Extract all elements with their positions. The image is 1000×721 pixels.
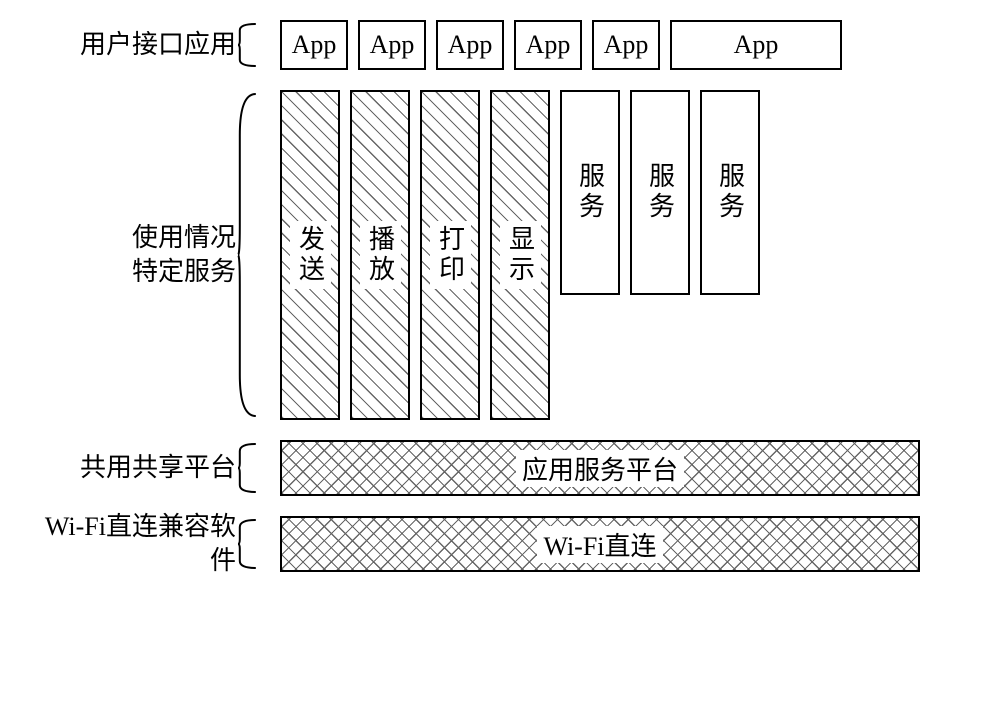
layer-label-text-services: 使用情况 特定服务: [132, 221, 236, 289]
layer-label-platform: 共用共享平台: [20, 440, 280, 496]
brace-services: [236, 90, 272, 420]
layer-label-text-platform: 共用共享平台: [80, 451, 236, 485]
brace-apps: [236, 20, 272, 70]
box-label-apps-0: App: [286, 30, 343, 60]
brace-wifi: [236, 516, 272, 572]
box-services-2: 打印: [420, 90, 480, 420]
box-label-services-4: 服务: [570, 158, 611, 226]
box-label-services-1: 播放: [360, 221, 401, 289]
box-label-platform-0: 应用服务平台: [516, 450, 684, 487]
box-platform-0: 应用服务平台: [280, 440, 920, 496]
box-label-services-6: 服务: [710, 158, 751, 226]
box-label-services-0: 发送: [290, 221, 331, 289]
layer-label-text-wifi: Wi-Fi直连兼容软件: [20, 510, 236, 578]
layer-content-apps: App App App App App App: [280, 20, 980, 70]
box-label-apps-2: App: [442, 30, 499, 60]
box-apps-4: App: [592, 20, 660, 70]
layer-label-text-apps: 用户接口应用: [80, 28, 236, 62]
layer-label-wifi: Wi-Fi直连兼容软件: [20, 516, 280, 572]
box-label-services-3: 显示: [500, 221, 541, 289]
brace-platform: [236, 440, 272, 496]
layer-label-services: 使用情况 特定服务: [20, 90, 280, 420]
box-apps-2: App: [436, 20, 504, 70]
box-services-1: 播放: [350, 90, 410, 420]
box-services-0: 发送: [280, 90, 340, 420]
box-label-services-5: 服务: [640, 158, 681, 226]
box-label-apps-5: App: [728, 30, 785, 60]
box-services-4: 服务: [560, 90, 620, 295]
box-label-wifi-0: Wi-Fi直连: [537, 526, 662, 563]
box-apps-1: App: [358, 20, 426, 70]
box-label-apps-1: App: [364, 30, 421, 60]
box-services-3: 显示: [490, 90, 550, 420]
box-apps-5: App: [670, 20, 842, 70]
box-services-5: 服务: [630, 90, 690, 295]
box-label-apps-4: App: [598, 30, 655, 60]
layer-content-wifi: Wi-Fi直连: [280, 516, 980, 572]
layer-label-apps: 用户接口应用: [20, 20, 280, 70]
box-apps-0: App: [280, 20, 348, 70]
box-wifi-0: Wi-Fi直连: [280, 516, 920, 572]
box-apps-3: App: [514, 20, 582, 70]
layer-content-platform: 应用服务平台: [280, 440, 980, 496]
box-label-services-2: 打印: [430, 221, 471, 289]
box-services-6: 服务: [700, 90, 760, 295]
box-label-apps-3: App: [520, 30, 577, 60]
layer-content-services: 发送播放打印显示服务服务服务: [280, 90, 980, 420]
